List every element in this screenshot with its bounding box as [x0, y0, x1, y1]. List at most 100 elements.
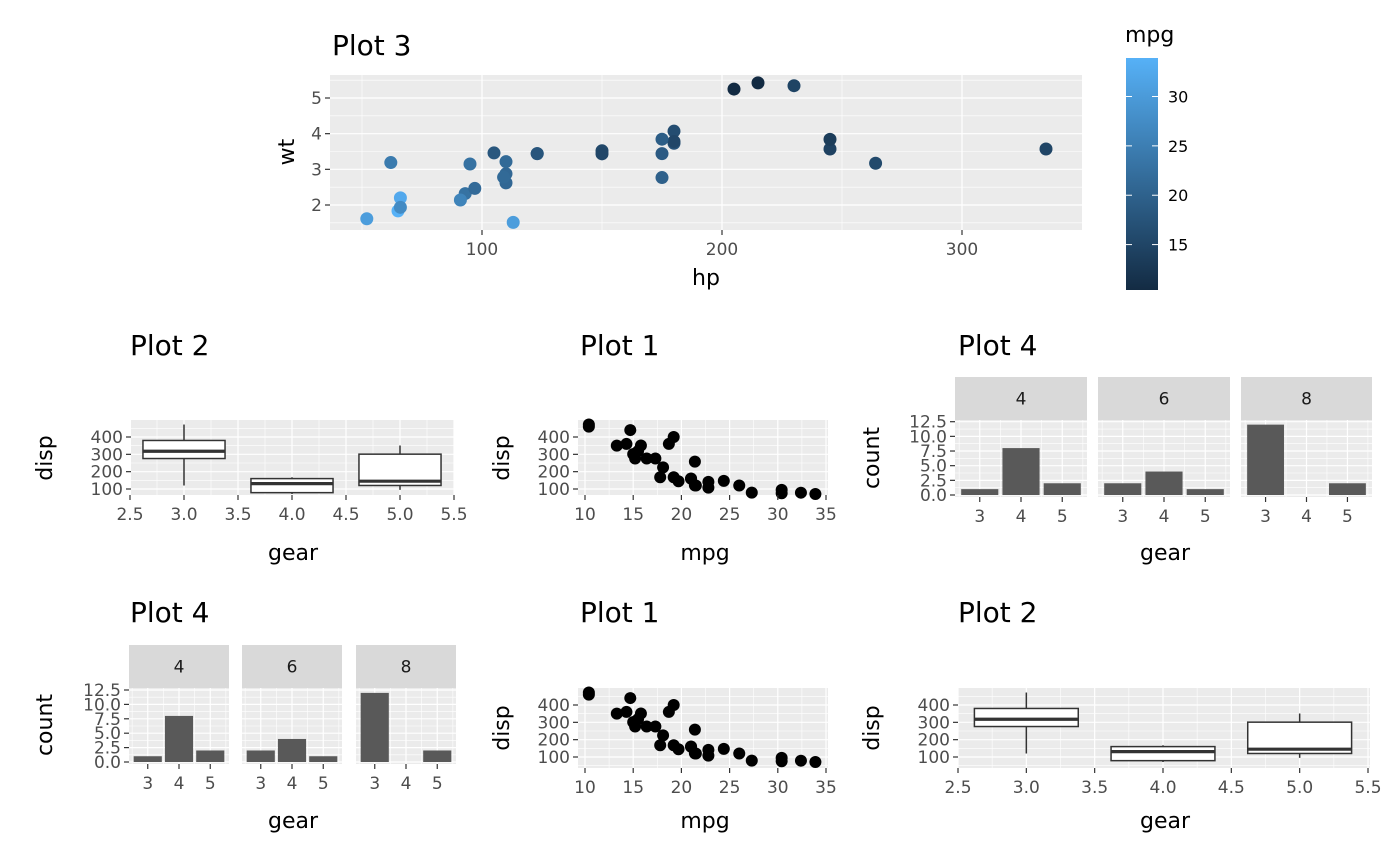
y-tick-label: 300: [918, 713, 950, 733]
data-point: [794, 486, 807, 499]
plot-title: Plot 3: [332, 29, 412, 62]
x-tick-label: 200: [706, 240, 738, 260]
bar: [277, 738, 307, 762]
x-tick-label: 3: [1117, 507, 1128, 527]
facet-panel-8: [1241, 377, 1372, 502]
data-point: [657, 461, 670, 474]
x-tick-label: 3: [255, 774, 266, 794]
box: [1110, 745, 1216, 762]
x-tick-label: 2.5: [944, 778, 971, 798]
y-axis-title: disp: [490, 435, 515, 481]
x-tick-label: 5.0: [1286, 778, 1313, 798]
y-axis-title: disp: [33, 435, 58, 481]
plot-title: Plot 4: [958, 329, 1038, 362]
plot-scatter-1: [325, 75, 1082, 235]
facet-strip: [1241, 377, 1372, 420]
facet-panel-6: [1098, 377, 1230, 502]
x-tick-label: 25: [719, 505, 741, 525]
y-tick-label: 100: [918, 748, 950, 768]
y-tick-label: 2: [311, 196, 322, 216]
y-tick-label: 400: [918, 696, 950, 716]
bar: [196, 750, 225, 762]
data-point: [595, 147, 609, 161]
x-tick-label: 300: [946, 240, 978, 260]
legend-tick-label: 25: [1168, 137, 1188, 156]
legend-tick-label: 15: [1168, 236, 1188, 255]
facet-strip-label: 4: [174, 658, 185, 678]
x-tick-label: 5: [1200, 507, 1211, 527]
x-tick-label: 4: [1301, 507, 1312, 527]
plot-scatter-3: [573, 418, 828, 501]
data-point: [657, 729, 670, 742]
x-axis-title: gear: [1140, 809, 1191, 834]
y-tick-label: 100: [538, 480, 570, 500]
bar: [1329, 483, 1366, 495]
data-point: [497, 170, 511, 184]
y-axis-title: disp: [860, 705, 885, 751]
x-tick-label: 5.5: [1354, 778, 1381, 798]
data-point: [654, 739, 667, 752]
facet-panel-4: [124, 645, 229, 769]
plot-title: Plot 1: [580, 329, 660, 362]
facet-strip: [129, 645, 229, 688]
x-tick-label: 4.5: [332, 505, 359, 525]
data-point: [582, 420, 595, 433]
data-point: [634, 439, 647, 452]
facet-strip-label: 4: [1016, 390, 1027, 410]
x-tick-label: 4: [1159, 507, 1170, 527]
data-point: [775, 751, 788, 764]
data-point: [667, 699, 680, 711]
data-point: [463, 157, 477, 171]
plot-box-2: [126, 420, 455, 500]
bar: [360, 692, 389, 762]
y-tick-label: 2.5: [94, 739, 121, 759]
boxplot-gear-5: [1246, 713, 1353, 758]
data-point: [717, 474, 730, 487]
x-tick-label: 3: [142, 774, 153, 794]
x-tick-label: 15: [622, 778, 644, 798]
x-tick-label: 4: [1016, 507, 1027, 527]
x-tick-label: 3.0: [170, 505, 197, 525]
x-tick-label: 3.0: [1013, 778, 1040, 798]
y-tick-label: 3: [311, 160, 322, 180]
y-tick-label: 2.5: [920, 471, 947, 491]
plot-bar-5: [124, 645, 456, 769]
boxplot-gear-3: [973, 692, 1080, 754]
data-point: [667, 124, 681, 138]
x-tick-label: 30: [767, 505, 789, 525]
data-point: [627, 716, 640, 729]
data-point: [745, 754, 758, 767]
data-point: [620, 705, 633, 718]
data-point: [530, 147, 544, 161]
data-point: [688, 723, 701, 736]
x-tick-label: 4.5: [1218, 778, 1245, 798]
bar: [133, 756, 162, 762]
facet-strip: [955, 377, 1087, 420]
bar: [1002, 448, 1040, 495]
colorbar: [1126, 58, 1158, 290]
plot-title: Plot 2: [130, 329, 210, 362]
plot-bar-4: [950, 377, 1372, 502]
y-tick-label: 0.0: [920, 486, 947, 506]
data-point: [809, 488, 822, 501]
boxplot-gear-4: [1110, 745, 1216, 763]
y-tick-label: 4: [311, 125, 322, 145]
y-tick-label: 5: [311, 89, 322, 109]
data-point: [672, 743, 685, 756]
data-point: [360, 212, 374, 226]
y-tick-label: 400: [91, 428, 123, 448]
y-tick-label: 300: [538, 713, 570, 733]
x-tick-label: 15: [622, 505, 644, 525]
facet-strip: [242, 645, 342, 688]
x-tick-label: 5: [432, 774, 443, 794]
box: [250, 477, 334, 494]
facet-strip: [1098, 377, 1230, 420]
x-tick-label: 100: [466, 240, 498, 260]
data-point: [733, 747, 746, 760]
facet-panel-4: [950, 377, 1087, 502]
data-point: [823, 132, 837, 146]
box: [142, 439, 226, 460]
data-point: [624, 424, 637, 437]
y-tick-label: 200: [538, 731, 570, 751]
data-point: [672, 475, 685, 488]
